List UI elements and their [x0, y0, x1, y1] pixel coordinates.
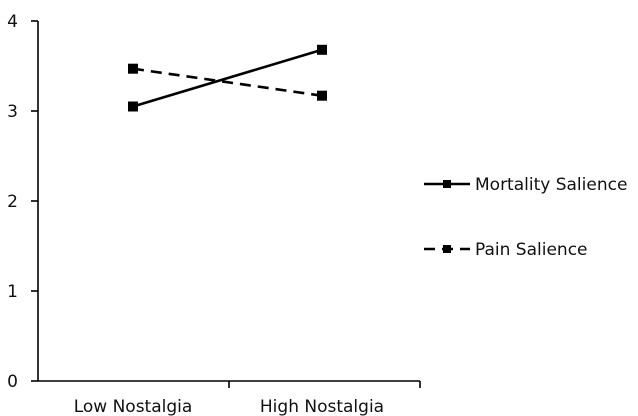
series-group [128, 44, 327, 112]
y-tick-label: 3 [7, 102, 18, 122]
legend-label: Mortality Salience [475, 175, 627, 195]
data-point-marker [128, 63, 138, 74]
x-category-label: Low Nostalgia [74, 397, 193, 416]
data-point-marker [128, 101, 138, 112]
legend-marker [443, 180, 451, 188]
axes: 0 1 2 3 4 Low Nostalgia High Nostalgia [7, 12, 421, 416]
series-line-1 [132, 67, 323, 97]
y-tick-label: 4 [7, 12, 18, 32]
data-point-marker [317, 44, 327, 55]
legend: Mortality Salience Pain Salience [424, 175, 627, 260]
legend-marker [443, 245, 451, 253]
series-line-0 [132, 48, 323, 108]
x-category-label: High Nostalgia [260, 397, 384, 416]
data-point-marker [317, 90, 327, 101]
y-tick-label: 2 [7, 192, 18, 212]
y-tick-label: 0 [7, 372, 18, 392]
y-tick-label: 1 [7, 282, 18, 302]
legend-label: Pain Salience [475, 240, 588, 260]
